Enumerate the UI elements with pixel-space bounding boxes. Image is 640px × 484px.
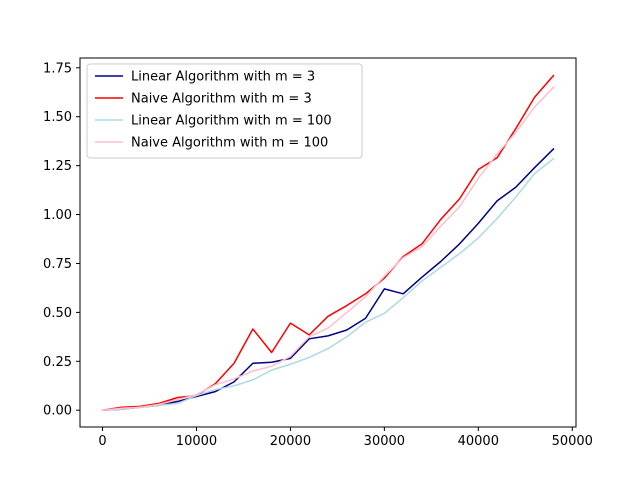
x-tick-label: 0 — [98, 434, 106, 449]
legend-label: Linear Algorithm with m = 3 — [131, 70, 315, 85]
x-tick-label: 40000 — [458, 434, 499, 449]
legend-box — [86, 63, 363, 159]
x-axis: 0 10000 20000 30000 40000 50000 — [98, 427, 593, 449]
y-tick-label: 0.00 — [43, 404, 72, 419]
legend-label: Naive Algorithm with m = 3 — [131, 92, 312, 107]
x-tick-label: 50000 — [552, 434, 593, 449]
plot-frame — [79, 57, 577, 428]
series-line-2 — [101, 157, 555, 412]
x-tick-label: 20000 — [270, 434, 311, 449]
y-tick-label: 1.75 — [43, 61, 72, 76]
x-tick-label: 30000 — [364, 434, 405, 449]
legend-label: Linear Algorithm with m = 100 — [131, 114, 332, 129]
series-line-3 — [101, 86, 555, 412]
legend-label: Naive Algorithm with m = 100 — [131, 136, 328, 151]
x-tick-label: 10000 — [176, 434, 217, 449]
y-tick-label: 1.50 — [43, 110, 72, 125]
y-axis: 0.00 0.25 0.50 0.75 1.00 1.25 1.50 1.75 — [43, 61, 80, 419]
y-tick-label: 0.25 — [43, 355, 72, 370]
series-line-1 — [101, 74, 555, 412]
legend: Linear Algorithm with m = 3 Naive Algorit… — [86, 63, 363, 159]
series-line-0 — [101, 147, 555, 412]
y-tick-label: 0.50 — [43, 306, 72, 321]
y-tick-label: 1.25 — [43, 159, 72, 174]
y-tick-label: 1.00 — [43, 208, 72, 223]
series-layer — [101, 74, 555, 412]
y-tick-label: 0.75 — [43, 257, 72, 272]
